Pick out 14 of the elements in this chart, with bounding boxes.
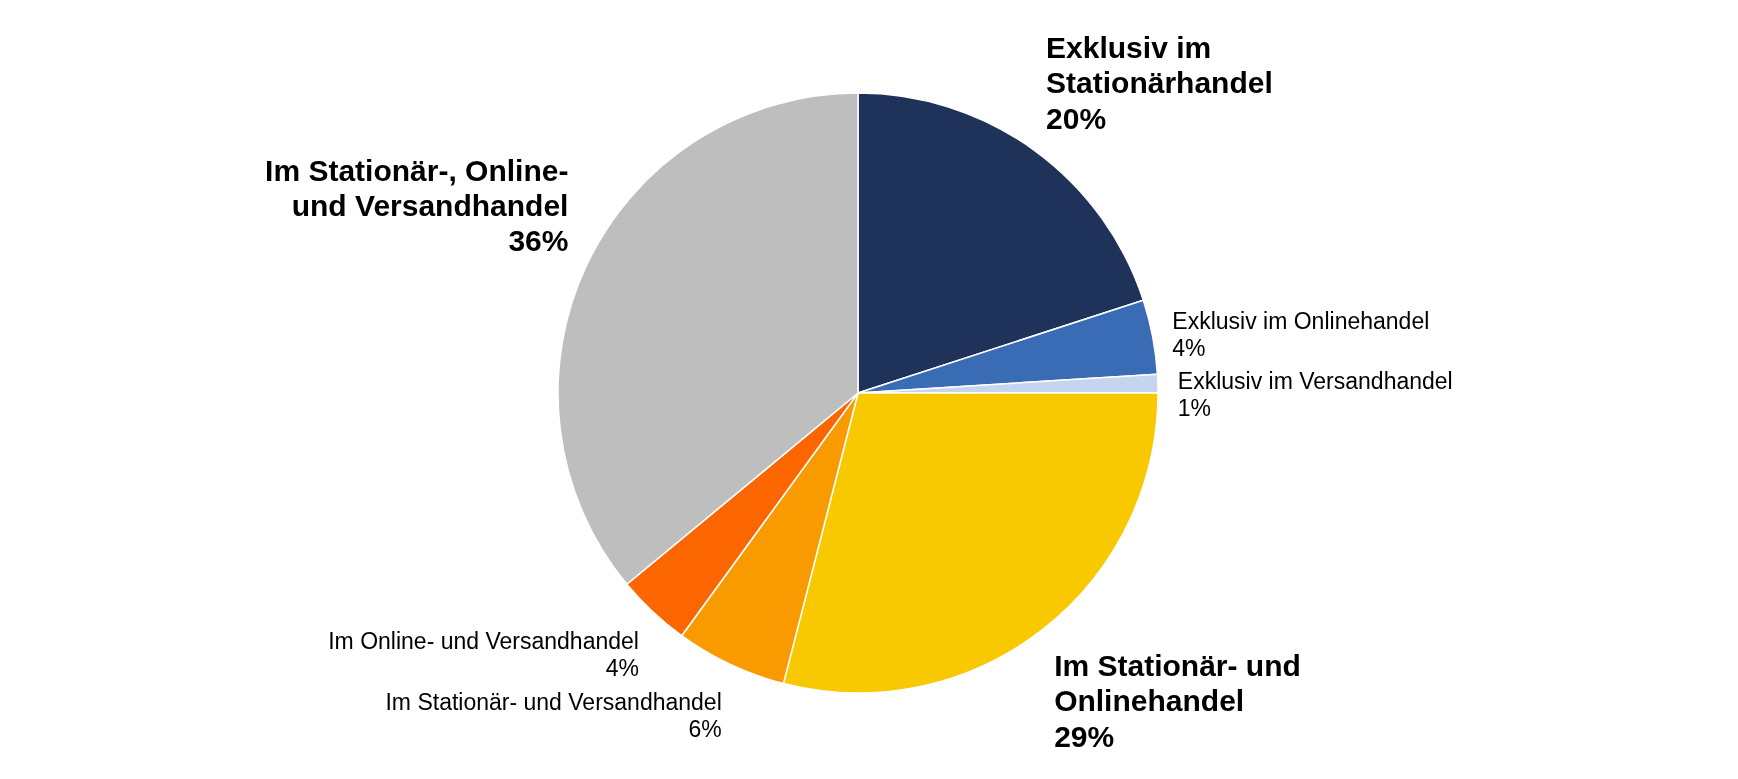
slice-label: Exklusiv im Stationärhandel xyxy=(1046,30,1273,100)
data-label: 36% xyxy=(508,224,569,258)
slice-label: Im Stationär-, Online- und Versandhandel xyxy=(265,153,569,222)
data-label: 29% xyxy=(1054,719,1115,753)
slice-label: Exklusiv im Onlinehandel xyxy=(1172,307,1430,334)
data-label: 1% xyxy=(1177,395,1212,422)
slice-label: Im Stationär- und Onlinehandel xyxy=(1054,648,1301,718)
slice-label: Im Online- und Versandhandel xyxy=(328,628,639,655)
data-label: 6% xyxy=(688,715,722,742)
data-label: 4% xyxy=(1172,335,1206,362)
slice-label: Exklusiv im Versandhandel xyxy=(1177,368,1453,395)
slice-label: Im Stationär- und Versandhandel xyxy=(385,688,722,715)
data-label: 20% xyxy=(1046,101,1107,135)
data-label: 4% xyxy=(605,655,639,682)
